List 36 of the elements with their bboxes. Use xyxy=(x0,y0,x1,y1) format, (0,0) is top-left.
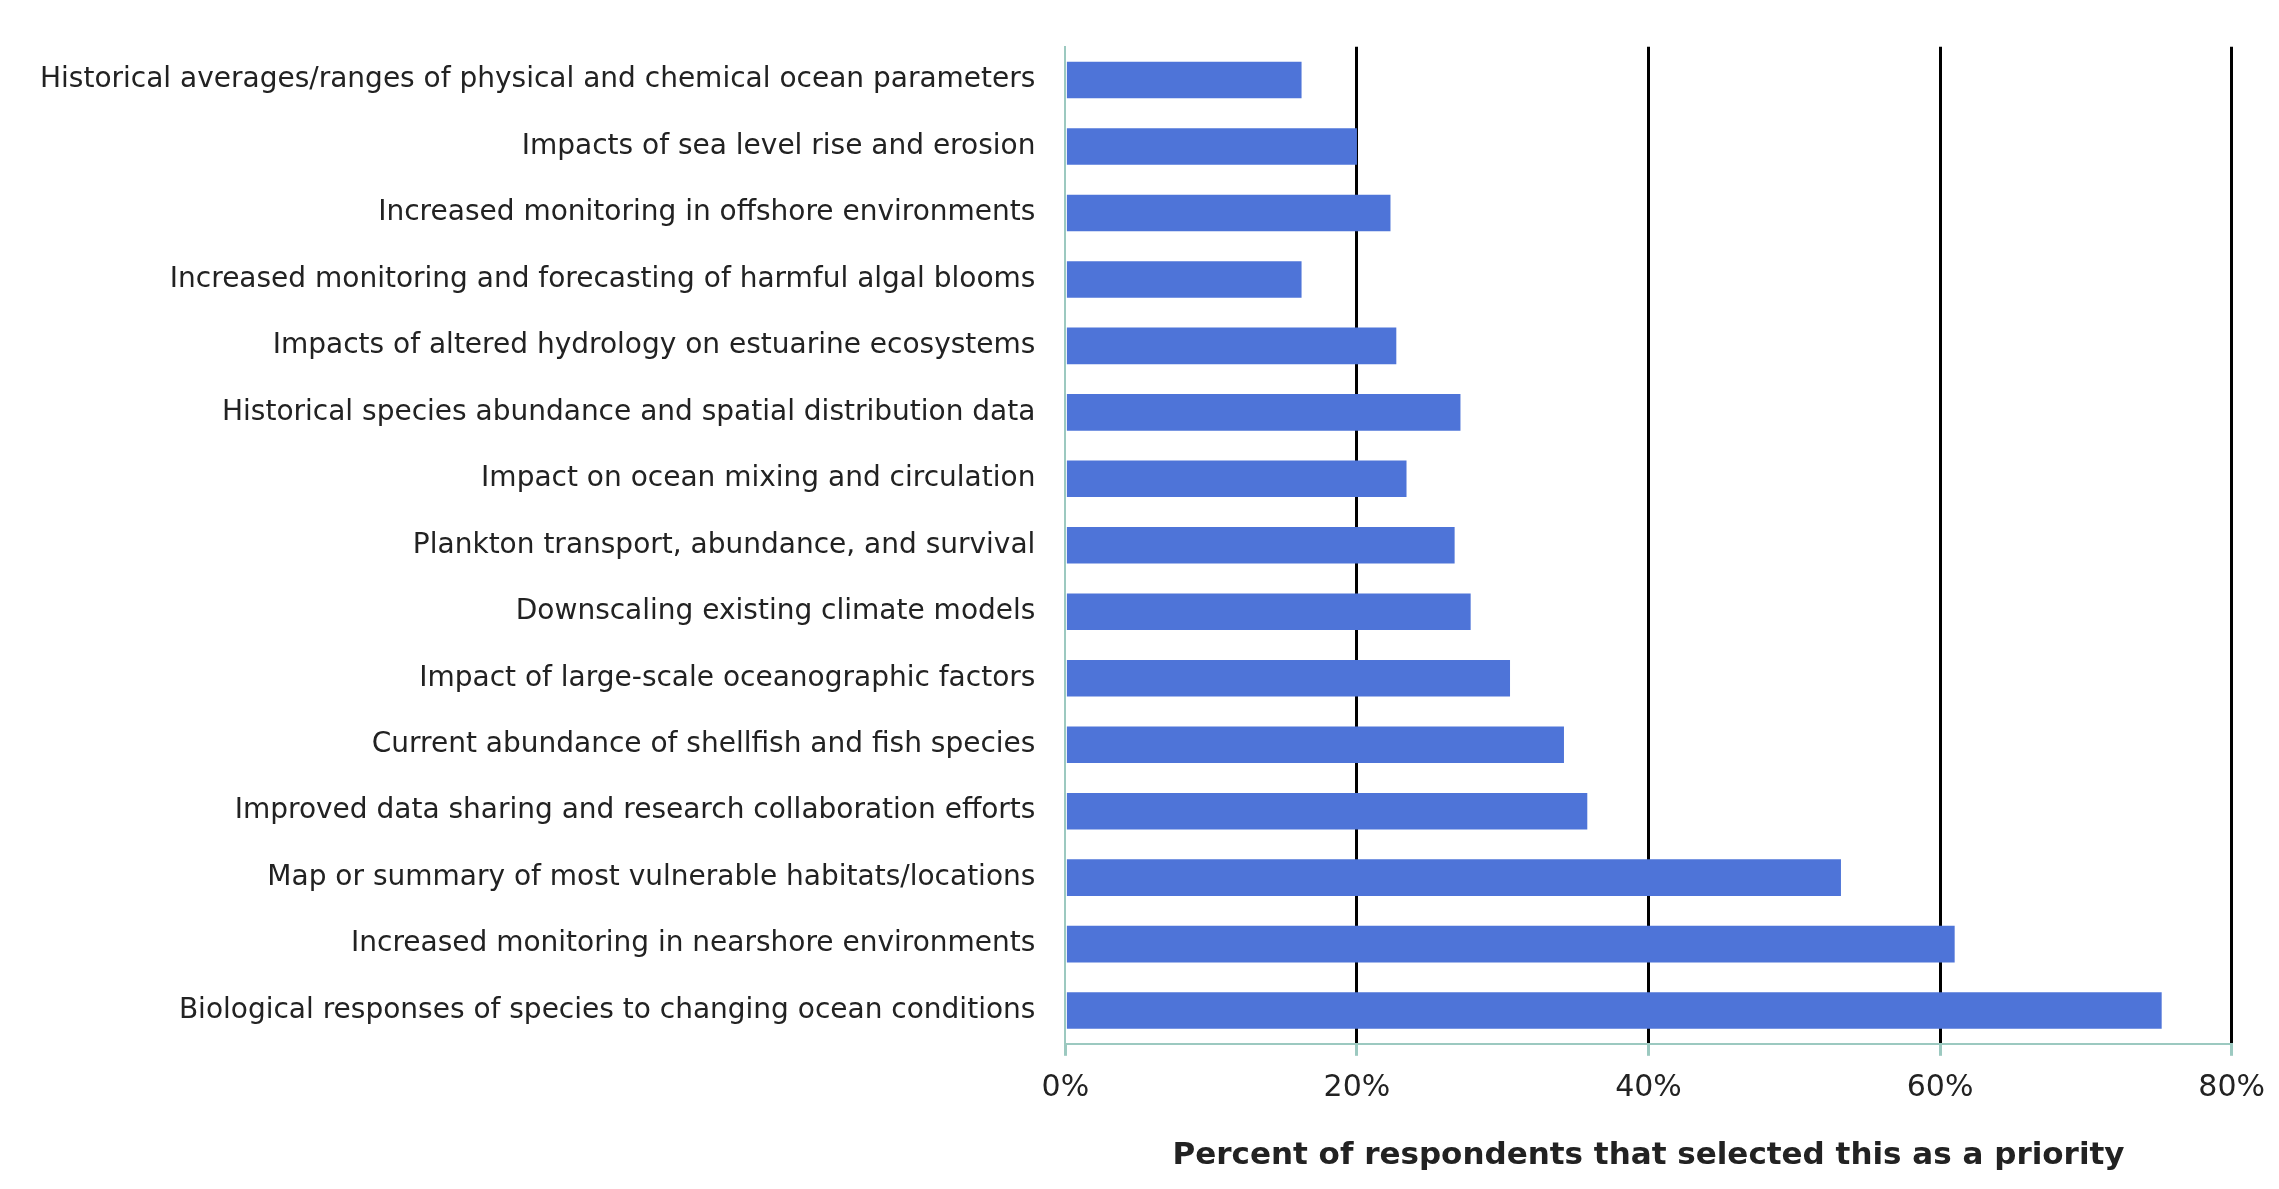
x-tick-label: 60% xyxy=(1906,1067,1974,1103)
bar xyxy=(1066,659,1511,697)
x-tick-label: 80% xyxy=(2198,1067,2265,1103)
y-tick-label: Impacts of sea level rise and erosion xyxy=(521,127,1036,161)
bar xyxy=(1066,261,1302,298)
bar xyxy=(1066,460,1407,498)
x-axis-title: Percent of respondents that selected this as a priority xyxy=(1172,1135,2125,1172)
bar xyxy=(1066,726,1564,763)
y-tick-label: Plankton transport, abundance, and survival xyxy=(412,526,1036,560)
bar xyxy=(1066,925,1955,963)
y-tick-label: Impact on ocean mixing and circulation xyxy=(481,460,1036,494)
y-tick-label: Downscaling existing climate models xyxy=(515,593,1036,627)
bar xyxy=(1066,128,1357,165)
bar xyxy=(1066,194,1391,232)
y-tick-label: Historical species abundance and spatial distribution data xyxy=(221,393,1036,427)
x-tick-label: 0% xyxy=(1041,1067,1090,1103)
y-tick-label: Current abundance of shellfish and fish species xyxy=(371,725,1036,759)
y-tick-label: Impact of large-scale oceanographic factors xyxy=(419,659,1036,693)
bar xyxy=(1066,327,1397,365)
bar xyxy=(1066,593,1471,631)
bar xyxy=(1066,859,1841,896)
y-tick-label: Impacts of altered hydrology on estuarine ecosystems xyxy=(272,327,1036,361)
x-tick-label: 40% xyxy=(1615,1067,1682,1103)
y-tick-label: Biological responses of species to changing ocean conditions xyxy=(178,991,1036,1025)
bar xyxy=(1066,792,1588,830)
x-tick-label: 20% xyxy=(1323,1067,1391,1103)
bar xyxy=(1066,527,1455,564)
y-tick-label: Increased monitoring in offshore environments xyxy=(378,194,1036,228)
bar xyxy=(1066,61,1302,99)
bar xyxy=(1066,992,2162,1029)
bar xyxy=(1066,394,1461,431)
y-tick-label: Increased monitoring in nearshore environments xyxy=(350,925,1036,959)
y-tick-label: Historical averages/ranges of physical and chemical ocean parameters xyxy=(39,61,1036,95)
y-tick-label: Increased monitoring and forecasting of harmful algal blooms xyxy=(169,260,1036,294)
y-tick-label: Improved data sharing and research collaboration efforts xyxy=(234,792,1036,826)
y-tick-label: Map or summary of most vulnerable habitats/locations xyxy=(267,858,1036,892)
